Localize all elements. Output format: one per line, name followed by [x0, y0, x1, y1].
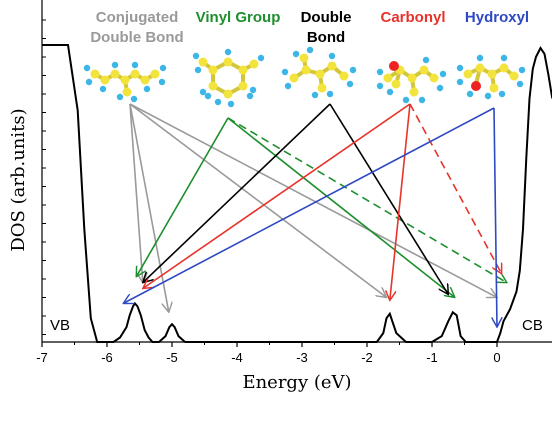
transition-arrow — [227, 117, 507, 283]
transition-arrow — [409, 103, 502, 274]
x-tick-label: -2 — [361, 350, 373, 365]
transition-arrow — [129, 103, 169, 312]
band-label-cb: CB — [522, 317, 543, 334]
group-label-vinyl: Vinyl Group — [196, 9, 281, 26]
transition-arrow — [129, 103, 497, 297]
transition-arrow — [227, 117, 455, 297]
y-axis-title: DOS (arb.units) — [8, 108, 29, 251]
molecule-vinyl-group — [192, 48, 265, 108]
transition-arrow — [143, 103, 411, 289]
molecule-carbonyl — [376, 56, 447, 104]
y-ticks — [42, 19, 46, 335]
x-tick-label: -5 — [166, 350, 178, 365]
x-ticks: -7 -6 -5 -4 -3 -2 -1 0 — [36, 342, 501, 365]
transition-arrow — [136, 117, 229, 277]
dos-curve — [42, 44, 552, 343]
molecule-double-bond — [281, 46, 357, 99]
group-label-double-line1: Double — [301, 9, 352, 26]
transition-arrow — [123, 107, 495, 303]
group-label-hydroxyl: Hydroxyl — [465, 9, 529, 26]
group-label-conjugated-line2: Double Bond — [90, 29, 183, 46]
x-tick-label: -6 — [101, 350, 113, 365]
x-tick-label: -4 — [231, 350, 243, 365]
transition-arrow — [329, 103, 448, 295]
molecule-conjugated-double-bond — [83, 61, 167, 103]
group-label-carbonyl: Carbonyl — [380, 9, 445, 26]
x-axis-title: Energy (eV) — [242, 372, 351, 393]
group-label-double-line2: Bond — [307, 29, 345, 46]
transition-arrows — [123, 103, 507, 327]
x-tick-label: 0 — [493, 350, 500, 365]
group-label-conjugated-line1: Conjugated — [96, 9, 179, 26]
transition-arrow — [143, 103, 331, 283]
x-tick-label: -1 — [426, 350, 438, 365]
transition-arrow — [494, 107, 497, 327]
transition-arrow — [129, 103, 143, 283]
transition-arrow — [390, 103, 411, 300]
molecule-hydroxyl — [456, 54, 526, 100]
transition-arrow — [129, 103, 387, 297]
band-label-vb: VB — [50, 317, 70, 334]
x-tick-label: -3 — [296, 350, 308, 365]
x-tick-label: -7 — [36, 350, 48, 365]
